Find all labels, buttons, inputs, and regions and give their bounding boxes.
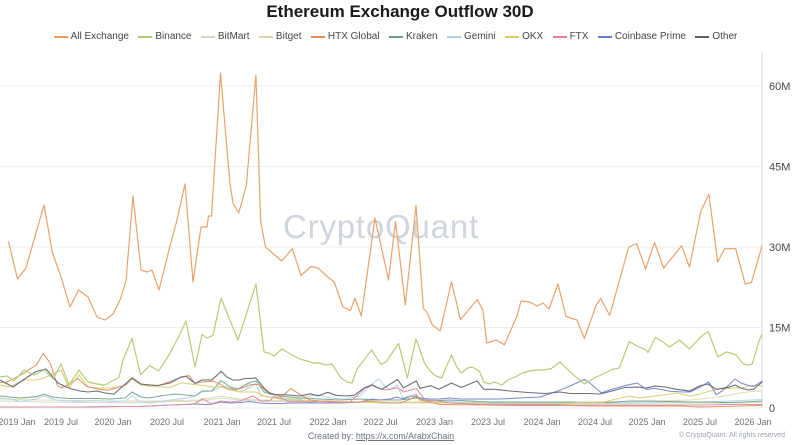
svg-text:0: 0 — [769, 403, 775, 415]
svg-text:2026 Jan: 2026 Jan — [734, 417, 771, 427]
svg-text:2022 Jul: 2022 Jul — [363, 417, 397, 427]
svg-text:45M: 45M — [769, 162, 790, 174]
svg-text:2019 Jul: 2019 Jul — [44, 417, 78, 427]
svg-text:30M: 30M — [769, 242, 790, 254]
svg-text:2021 Jan: 2021 Jan — [203, 417, 240, 427]
svg-text:15M: 15M — [769, 323, 790, 335]
svg-text:2023 Jan: 2023 Jan — [416, 417, 453, 427]
svg-text:2024 Jul: 2024 Jul — [578, 417, 612, 427]
svg-text:60M: 60M — [769, 81, 790, 93]
svg-text:2019 Jan: 2019 Jan — [0, 417, 36, 427]
svg-text:2025 Jan: 2025 Jan — [628, 417, 665, 427]
svg-text:2020 Jan: 2020 Jan — [94, 417, 131, 427]
svg-text:2020 Jul: 2020 Jul — [150, 417, 184, 427]
svg-text:2024 Jan: 2024 Jan — [523, 417, 560, 427]
svg-text:2022 Jan: 2022 Jan — [309, 417, 346, 427]
svg-text:2025 Jul: 2025 Jul — [683, 417, 717, 427]
svg-text:2023 Jul: 2023 Jul — [471, 417, 505, 427]
svg-text:2021 Jul: 2021 Jul — [257, 417, 291, 427]
